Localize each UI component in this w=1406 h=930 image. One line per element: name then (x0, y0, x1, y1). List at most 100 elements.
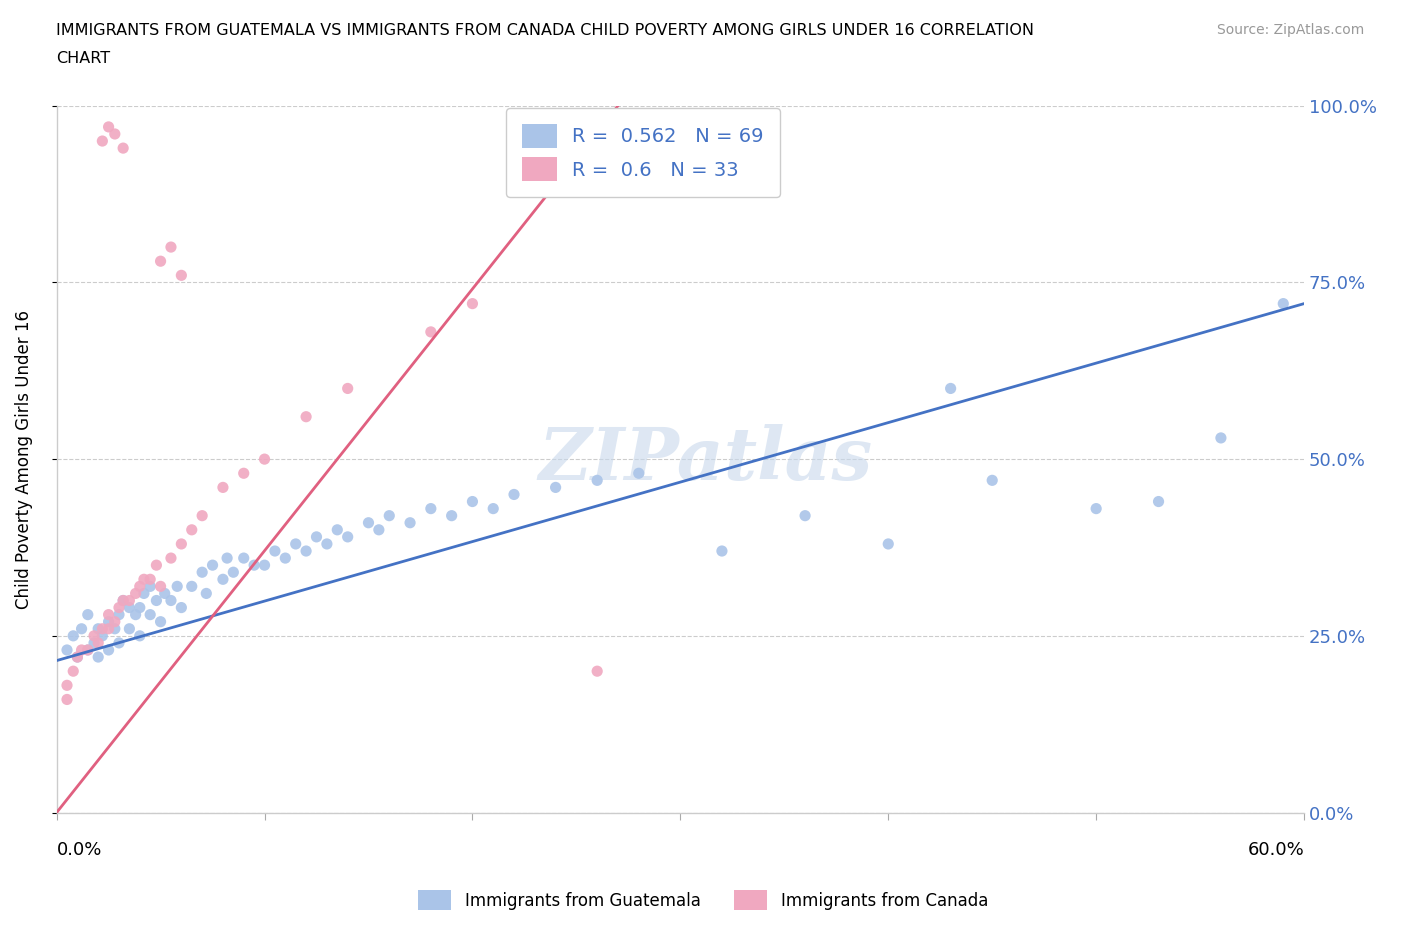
Point (128, 600, 150, 615)
Point (316, 537, 339, 551)
Point (132, 572, 155, 587)
Point (97, 119, 120, 134)
Point (112, 593, 135, 608)
Point (128, 578, 150, 593)
Point (104, 614, 127, 629)
Legend: R =  0.562   N = 69, R =  0.6   N = 33: R = 0.562 N = 69, R = 0.6 N = 33 (506, 109, 779, 196)
Point (76, 643, 98, 658)
Point (627, 466, 650, 481)
Point (367, 523, 389, 538)
Point (357, 515, 380, 530)
Point (274, 551, 297, 565)
Point (1085, 501, 1108, 516)
Point (232, 551, 254, 565)
Point (118, 593, 141, 608)
Point (461, 494, 484, 509)
Point (149, 254, 172, 269)
Point (118, 600, 141, 615)
Point (91, 621, 114, 636)
Point (201, 558, 224, 573)
Point (503, 487, 526, 502)
Point (180, 578, 202, 593)
Point (104, 126, 127, 141)
Point (544, 480, 567, 495)
Point (145, 558, 167, 573)
Point (97, 607, 120, 622)
Point (1209, 431, 1232, 445)
Point (97, 614, 120, 629)
Point (76, 643, 98, 658)
Point (97, 621, 120, 636)
Point (145, 593, 167, 608)
Point (170, 268, 193, 283)
Point (139, 607, 162, 622)
Point (56, 692, 79, 707)
Point (253, 558, 276, 573)
Point (108, 607, 131, 622)
Point (124, 586, 146, 601)
Point (149, 578, 172, 593)
Point (70, 643, 93, 658)
Point (170, 600, 193, 615)
Point (149, 614, 172, 629)
Point (124, 607, 146, 622)
Point (166, 578, 188, 593)
Text: Source: ZipAtlas.com: Source: ZipAtlas.com (1216, 23, 1364, 37)
Point (104, 621, 127, 636)
Point (180, 523, 202, 538)
Point (217, 551, 239, 565)
Point (170, 537, 193, 551)
Point (160, 551, 183, 565)
Point (62, 664, 84, 679)
Point (91, 629, 114, 644)
Point (87, 650, 110, 665)
Text: CHART: CHART (56, 51, 110, 66)
Point (253, 452, 276, 467)
Point (981, 472, 1004, 487)
Point (710, 543, 733, 558)
Point (56, 678, 79, 693)
Point (419, 501, 441, 516)
Point (132, 586, 155, 601)
Point (1147, 494, 1170, 509)
Point (153, 586, 176, 601)
Point (191, 565, 214, 579)
Point (399, 515, 422, 530)
Point (91, 134, 114, 149)
Point (222, 565, 245, 579)
Point (243, 558, 266, 573)
Point (295, 409, 318, 424)
Point (62, 629, 84, 644)
Point (56, 643, 79, 658)
Point (83, 629, 105, 644)
Legend: Immigrants from Guatemala, Immigrants from Canada: Immigrants from Guatemala, Immigrants fr… (412, 884, 994, 917)
Point (87, 635, 110, 650)
Point (440, 508, 463, 523)
Point (112, 140, 135, 155)
Point (160, 240, 183, 255)
Point (939, 381, 962, 396)
Point (284, 537, 307, 551)
Point (264, 543, 287, 558)
Point (877, 537, 900, 551)
Text: ZIPatlas: ZIPatlas (538, 424, 872, 495)
Point (118, 621, 141, 636)
Point (794, 508, 817, 523)
Point (419, 325, 441, 339)
Point (586, 664, 609, 679)
Point (66, 650, 89, 665)
Point (70, 621, 93, 636)
Point (87, 621, 110, 636)
Point (112, 593, 135, 608)
Point (305, 529, 328, 544)
Text: IMMIGRANTS FROM GUATEMALA VS IMMIGRANTS FROM CANADA CHILD POVERTY AMONG GIRLS UN: IMMIGRANTS FROM GUATEMALA VS IMMIGRANTS … (56, 23, 1035, 38)
Point (76, 607, 98, 622)
Point (212, 572, 235, 587)
Point (191, 508, 214, 523)
Point (326, 523, 349, 538)
Point (195, 586, 218, 601)
Point (160, 593, 183, 608)
Point (139, 572, 162, 587)
Point (295, 543, 318, 558)
Point (586, 472, 609, 487)
